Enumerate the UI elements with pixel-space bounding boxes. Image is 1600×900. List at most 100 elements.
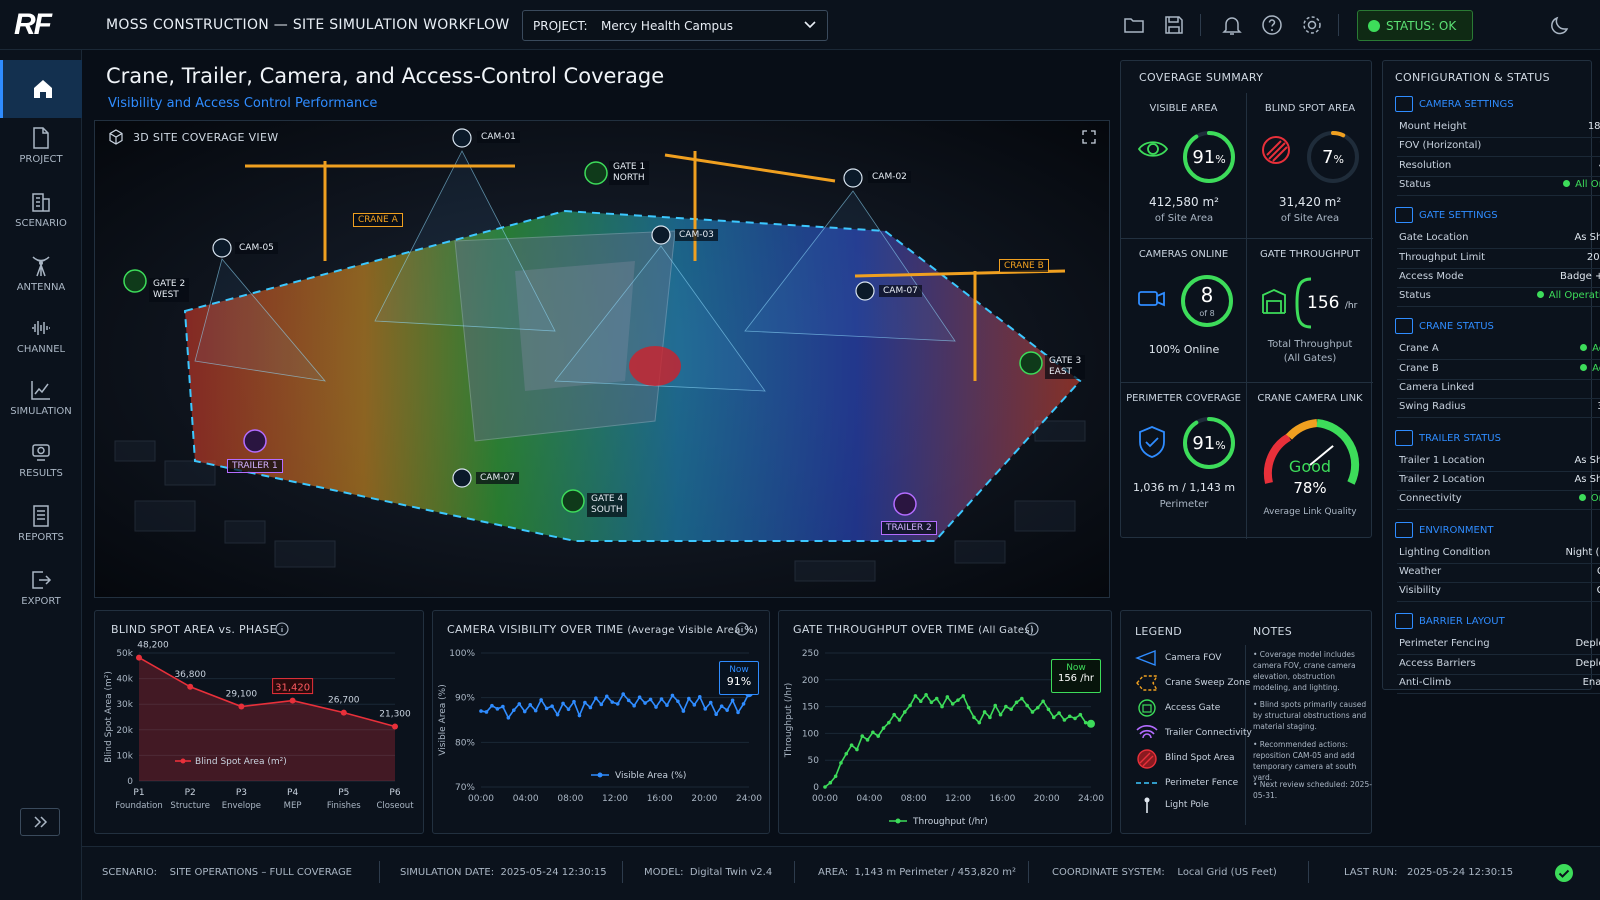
gate-label[interactable]: GATE 3 EAST (1045, 355, 1086, 379)
sidebar-item-label: SCENARIO (15, 218, 67, 229)
camera-label[interactable]: CAM-07 (879, 285, 922, 297)
app-logo[interactable]: RF (14, 8, 52, 41)
data-point (621, 692, 626, 696)
row-divider (1397, 398, 1600, 399)
shield-icon (1139, 426, 1165, 458)
status-divider (379, 861, 380, 883)
config-row-value: 200 /hr (1587, 252, 1600, 263)
data-point (670, 693, 675, 698)
sidebar-item-antenna[interactable]: ANTENNA (0, 248, 82, 306)
data-point (934, 696, 939, 701)
folder-icon[interactable] (1122, 13, 1146, 37)
x-tick-label: P3 (236, 788, 247, 798)
sidebar-item-export[interactable]: EXPORT (0, 562, 82, 620)
visible-area-card: VISIBLE AREA 91% 412,580 m² of Site Area (1121, 93, 1247, 239)
data-point (676, 699, 680, 704)
gate-throughput-chart: 0 50 100 150 200 250 00:00 04:00 08:00 12:00 16:00… (784, 649, 1104, 827)
save-icon[interactable] (1162, 13, 1186, 37)
config-section-title[interactable]: BARRIER LAYOUT (1419, 616, 1505, 628)
data-point (692, 703, 697, 707)
settings-icon[interactable] (1300, 13, 1324, 37)
perimeter-fence-icon (1136, 782, 1158, 784)
sidebar-item-project[interactable]: PROJECT (0, 120, 82, 178)
panel-title: CONFIGURATION & STATUS (1395, 71, 1550, 84)
help-icon[interactable] (1260, 13, 1284, 37)
sidebar-item-scenario[interactable]: SCENARIO (0, 184, 82, 242)
config-row: Camera LinkedYes (1399, 382, 1600, 396)
legend-marker (597, 772, 603, 778)
data-point (632, 703, 636, 708)
camera-label[interactable]: CAM-03 (675, 229, 718, 241)
config-section-title[interactable]: CAMERA SETTINGS (1419, 99, 1514, 110)
site-render (95, 121, 1109, 597)
config-row: Connectivity Online (1399, 493, 1600, 507)
data-point (956, 698, 960, 702)
config-section-title[interactable]: GATE SETTINGS (1419, 210, 1498, 222)
last-point (1087, 719, 1095, 728)
crane-label[interactable]: CRANE B (999, 259, 1049, 273)
trailer-label[interactable]: TRAILER 2 (881, 521, 937, 535)
data-point (833, 774, 838, 779)
camera-label[interactable]: CAM-01 (477, 131, 520, 143)
y-axis-label: Throughput (/hr) (784, 683, 794, 759)
x-tick-label: 20:00 (1034, 794, 1060, 804)
expand-sidebar-button[interactable] (20, 808, 60, 836)
visible-area-percent: 91 (1192, 147, 1216, 168)
status-dot-icon (1536, 291, 1544, 299)
info-icon[interactable] (1025, 622, 1039, 636)
sidebar-item-channel[interactable]: CHANNEL (0, 310, 82, 368)
data-point (1046, 707, 1051, 712)
sidebar-item-reports[interactable]: REPORTS (0, 498, 82, 556)
view-title: 3D SITE COVERAGE VIEW (133, 131, 279, 144)
data-point (1078, 712, 1083, 717)
crane-label[interactable]: CRANE A (353, 213, 403, 227)
config-section-title[interactable]: CRANE STATUS (1419, 321, 1494, 333)
status-text: STATUS: OK (1386, 19, 1457, 33)
data-point (697, 694, 702, 699)
legend-label: Access Gate (1165, 703, 1221, 713)
camera-label[interactable]: CAM-07 (476, 472, 519, 484)
status-bar: SCENARIO: SITE OPERATIONS – FULL COVERAG… (82, 846, 1600, 900)
sidebar-item-simulation[interactable]: SIMULATION (0, 372, 82, 430)
data-point (924, 693, 928, 697)
now-label: Now (1066, 663, 1086, 673)
site-coverage-view[interactable]: 3D SITE COVERAGE VIEW CAM-01 CAM-02 CAM-… (94, 120, 1110, 598)
config-row-value-text: Active (1592, 362, 1600, 374)
info-icon[interactable] (275, 622, 289, 636)
bell-icon[interactable] (1220, 13, 1244, 37)
gate-label[interactable]: GATE 2 WEST (149, 278, 190, 302)
data-point (577, 713, 582, 718)
eye-icon (1137, 141, 1169, 157)
config-row-value-text: Night (Low) (1565, 546, 1600, 558)
trailer-label[interactable]: TRAILER 1 (227, 459, 283, 473)
moon-icon[interactable] (1548, 13, 1572, 37)
config-row-value: Active (1580, 343, 1600, 354)
camera-fov-icon (1135, 649, 1156, 667)
config-row: Weather Clear (1399, 566, 1600, 580)
fullscreen-icon[interactable] (1081, 129, 1097, 145)
config-section-title[interactable]: TRAILER STATUS (1419, 432, 1501, 444)
card-label: CRANE CAMERA LINK (1257, 393, 1363, 404)
y-tick-label: 10k (116, 751, 133, 761)
row-divider (1397, 156, 1600, 158)
config-row: Access Mode Badge + PIN (1399, 271, 1600, 285)
blind-spot-icon (1262, 136, 1290, 164)
sidebar-item-home[interactable] (0, 60, 82, 118)
last-run-label: LAST RUN: (1344, 867, 1398, 878)
legend-label: Light Pole (1165, 800, 1209, 810)
now-badge: Now 91% (719, 661, 759, 695)
config-row-value: 35 m (1597, 401, 1600, 412)
gate-label[interactable]: GATE 4 SOUTH (587, 493, 628, 517)
config-row-value-text: As Shown (1574, 454, 1600, 466)
y-tick-label: 70% (455, 783, 475, 793)
row-divider (1397, 306, 1600, 308)
status-dot-icon (1580, 344, 1588, 352)
config-section-title[interactable]: ENVIRONMENT (1419, 524, 1494, 536)
gate-label[interactable]: GATE 1 NORTH (609, 161, 650, 185)
camera-label[interactable]: CAM-02 (868, 171, 911, 183)
info-icon[interactable] (735, 622, 749, 636)
camera-label[interactable]: CAM-05 (235, 242, 278, 254)
data-point (665, 703, 669, 708)
sidebar-item-results[interactable]: RESULTS (0, 434, 82, 492)
project-selector[interactable]: PROJECT: Mercy Health Campus (522, 10, 828, 41)
